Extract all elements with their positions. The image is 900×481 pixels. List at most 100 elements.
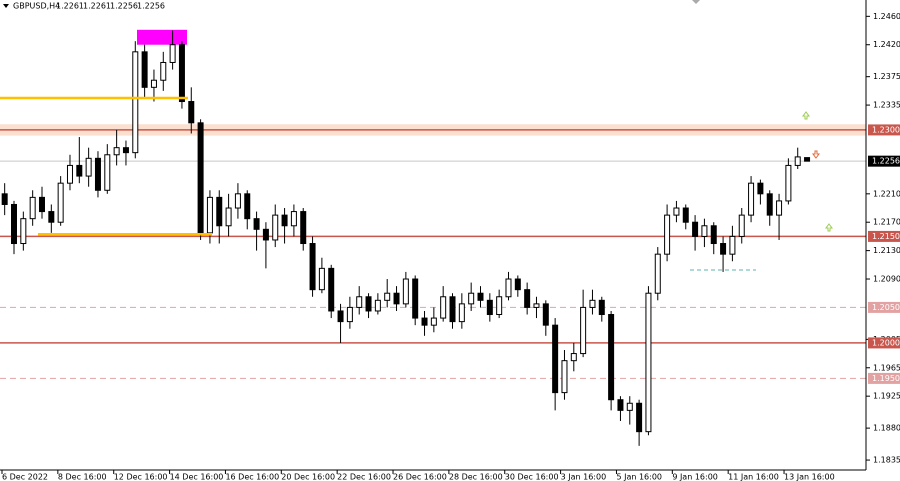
candle-body bbox=[20, 218, 27, 245]
candle-body bbox=[645, 292, 652, 433]
level-label-bg bbox=[868, 230, 900, 242]
candle-body bbox=[729, 235, 736, 255]
x-tick-label: 8 Dec 16:00 bbox=[58, 473, 107, 481]
candle-body bbox=[94, 157, 101, 191]
candle-body bbox=[682, 207, 689, 223]
candle-body bbox=[477, 292, 484, 301]
candle-body bbox=[346, 306, 353, 323]
candle-body bbox=[300, 211, 307, 245]
x-tick-label: 26 Dec 16:00 bbox=[393, 473, 447, 481]
candle-body bbox=[654, 253, 661, 294]
y-tick-label: 1.1835 bbox=[873, 456, 900, 465]
candle-body bbox=[701, 225, 708, 237]
candle-body bbox=[374, 299, 381, 312]
candle-body bbox=[402, 278, 409, 305]
level-label: 1.2300 bbox=[872, 125, 900, 134]
chart-title: GBPUSD,H4 bbox=[13, 2, 60, 11]
candle-body bbox=[104, 154, 111, 191]
candle-body bbox=[122, 147, 129, 154]
candle-body bbox=[262, 228, 269, 241]
candle-body bbox=[580, 306, 587, 355]
level-label-bg bbox=[868, 372, 900, 384]
candle-body bbox=[244, 193, 251, 220]
candle-body bbox=[720, 243, 727, 255]
x-tick-label: 5 Jan 16:00 bbox=[616, 473, 662, 481]
candle-body bbox=[29, 196, 36, 220]
level-label-bg bbox=[868, 337, 900, 349]
candle-body bbox=[458, 303, 465, 323]
header-value: 1.2256 bbox=[110, 2, 138, 11]
x-tick-label: 30 Dec 16:00 bbox=[505, 473, 559, 481]
candle-body bbox=[589, 299, 596, 308]
candle-body bbox=[309, 243, 316, 291]
candle-body bbox=[225, 207, 232, 227]
candle-body bbox=[710, 225, 717, 245]
candle-body bbox=[738, 214, 745, 237]
candle-body bbox=[160, 61, 167, 81]
box bbox=[137, 29, 187, 45]
candle-body bbox=[449, 296, 456, 323]
candle-body bbox=[57, 182, 64, 223]
x-tick-label: 14 Dec 16:00 bbox=[170, 473, 224, 481]
candle-body bbox=[76, 164, 83, 177]
candle-body bbox=[804, 157, 811, 162]
x-tick-label: 6 Dec 2022 bbox=[2, 473, 48, 481]
candle-body bbox=[496, 296, 503, 316]
y-tick-label: 1.2420 bbox=[873, 40, 900, 49]
candle-body bbox=[169, 44, 176, 63]
y-tick-label: 1.2335 bbox=[873, 101, 900, 110]
y-tick-label: 1.2130 bbox=[873, 246, 900, 255]
candle-body bbox=[440, 296, 447, 319]
level-label-bg bbox=[868, 124, 900, 136]
candle-body bbox=[608, 314, 615, 401]
candle-body bbox=[766, 193, 773, 216]
level-label: 1.2150 bbox=[872, 232, 900, 241]
candle-body bbox=[626, 402, 633, 411]
candle-body bbox=[430, 317, 437, 326]
candle-body bbox=[197, 122, 204, 234]
candle-body bbox=[113, 147, 120, 156]
candle-body bbox=[412, 278, 419, 319]
candle-body bbox=[552, 324, 559, 394]
x-tick-label: 28 Dec 16:00 bbox=[449, 473, 503, 481]
candle-body bbox=[337, 310, 344, 323]
y-tick-label: 1.1880 bbox=[873, 424, 900, 433]
candle-body bbox=[290, 211, 297, 227]
candle-body bbox=[48, 211, 55, 223]
scroll-marker bbox=[692, 0, 700, 4]
candle-body bbox=[598, 299, 605, 316]
candle-body bbox=[365, 296, 372, 312]
candle-body bbox=[776, 200, 783, 216]
level-label-bg bbox=[868, 301, 900, 313]
x-tick-label: 11 Jan 16:00 bbox=[728, 473, 779, 481]
candle-body bbox=[1, 193, 8, 205]
current-price-label-bg bbox=[868, 155, 900, 167]
candle-body bbox=[486, 299, 493, 316]
y-tick-label: 1.2210 bbox=[873, 189, 900, 198]
current-price-label: 1.2256 bbox=[872, 157, 900, 166]
candle-body bbox=[234, 193, 241, 209]
header-value: 1.2256 bbox=[137, 2, 165, 11]
y-tick-label: 1.2090 bbox=[873, 275, 900, 284]
candle-body bbox=[757, 182, 764, 195]
menu-triangle bbox=[3, 4, 9, 8]
candle-body bbox=[794, 156, 801, 166]
level-label: 1.1950 bbox=[872, 374, 900, 383]
candle-body bbox=[141, 51, 148, 88]
x-tick-label: 3 Jan 16:00 bbox=[561, 473, 607, 481]
candle-body bbox=[542, 303, 549, 326]
candle-body bbox=[356, 296, 363, 308]
candle-body bbox=[785, 164, 792, 202]
x-tick-label: 20 Dec 16:00 bbox=[281, 473, 335, 481]
candle-body bbox=[281, 214, 288, 227]
level-label: 1.2000 bbox=[872, 338, 900, 347]
candle-body bbox=[570, 353, 577, 362]
candle-body bbox=[188, 101, 195, 124]
candle-body bbox=[178, 44, 185, 103]
y-tick-label: 1.2460 bbox=[873, 12, 900, 21]
header-value: 1.2261 bbox=[83, 2, 111, 11]
candle-body bbox=[132, 51, 139, 154]
candle-body bbox=[66, 164, 73, 184]
candle-body bbox=[318, 267, 325, 291]
